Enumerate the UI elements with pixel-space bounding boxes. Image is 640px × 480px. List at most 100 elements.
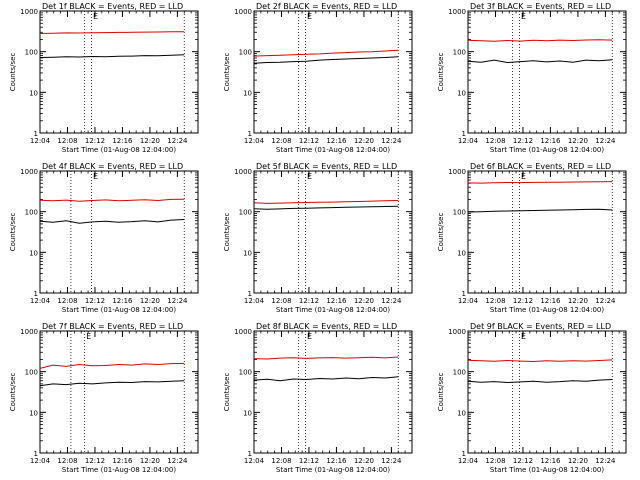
- y-tick-label: 10: [457, 409, 466, 417]
- lld-series-line: [467, 359, 613, 363]
- lld-series-line: [253, 356, 399, 360]
- y-tick-label: 1000: [448, 168, 466, 176]
- y-tick-label: 100: [239, 369, 252, 377]
- x-tick-label: 12:16: [326, 297, 347, 305]
- x-tick-label: 12:04: [30, 137, 51, 145]
- x-tick-label: 12:20: [354, 297, 374, 305]
- x-axis-label: Start Time (01-Aug-08 12:04:00): [490, 306, 604, 314]
- panel-title: Det 2f BLACK = Events, RED = LLD: [256, 2, 397, 11]
- x-tick-label: 12:20: [140, 137, 160, 145]
- x-tick-label: 12:04: [458, 297, 479, 305]
- y-tick-label: 1000: [448, 328, 466, 336]
- plot-frame: [253, 170, 413, 294]
- x-tick-label: 12:16: [112, 297, 133, 305]
- lld-series-line: [467, 181, 613, 184]
- lld-series-line: [39, 31, 185, 34]
- y-tick-label: 1000: [234, 168, 252, 176]
- x-tick-label: 12:04: [244, 137, 265, 145]
- y-tick-label: 10: [29, 89, 38, 97]
- x-tick-label: 12:24: [381, 297, 402, 305]
- detector-panel: Det 7f BLACK = Events, RED = LLD 1 10 100 10…: [9, 322, 199, 474]
- plot-frame: [39, 330, 199, 454]
- x-tick-label: 12:24: [595, 137, 616, 145]
- time-marker-label: E: [307, 172, 312, 181]
- x-tick-label: 12:24: [167, 137, 188, 145]
- detector-panel: Det 5f BLACK = Events, RED = LLD 1 10 100 10…: [223, 162, 413, 314]
- lld-series-line: [39, 362, 185, 369]
- y-tick-label: 100: [25, 49, 38, 57]
- x-tick-label: 12:08: [57, 457, 77, 465]
- x-tick-label: 12:20: [140, 457, 160, 465]
- time-marker-label: E: [521, 172, 526, 181]
- y-axis-label: Counts/sec: [437, 53, 445, 92]
- panel-title: Det 6f BLACK = Events, RED = LLD: [470, 162, 611, 171]
- panel-title: Det 4f BLACK = Events, RED = LLD: [42, 162, 183, 171]
- plot-frame: [39, 10, 199, 134]
- y-tick-label: 100: [453, 49, 466, 57]
- plot-frame: [253, 10, 413, 134]
- panel-title: Det 9f BLACK = Events, RED = LLD: [470, 322, 611, 331]
- y-tick-label: 10: [243, 89, 252, 97]
- x-tick-label: 12:04: [30, 457, 51, 465]
- y-tick-label: 1000: [234, 8, 252, 16]
- y-tick-label: 1000: [448, 8, 466, 16]
- y-tick-label: 1: [248, 130, 252, 138]
- x-tick-label: 12:08: [485, 457, 505, 465]
- y-axis-label: Counts/sec: [9, 53, 17, 92]
- time-marker-label: E: [93, 12, 98, 21]
- y-axis-label: Counts/sec: [9, 213, 17, 252]
- plot-frame: [467, 170, 627, 294]
- events-series-line: [467, 208, 613, 213]
- x-tick-label: 12:20: [354, 137, 374, 145]
- x-tick-label: 12:20: [568, 297, 588, 305]
- detector-panel: Det 2f BLACK = Events, RED = LLD 1 10 100 10…: [223, 2, 413, 154]
- x-tick-label: 12:12: [299, 297, 319, 305]
- x-tick-label: 12:24: [167, 457, 188, 465]
- y-tick-label: 1: [248, 290, 252, 298]
- events-series-line: [253, 56, 399, 64]
- y-axis-label: Counts/sec: [223, 53, 231, 92]
- y-tick-label: 1000: [20, 8, 38, 16]
- y-tick-label: 100: [25, 209, 38, 217]
- time-marker-label: E: [307, 332, 312, 341]
- x-tick-label: 12:16: [540, 297, 561, 305]
- x-tick-label: 12:20: [140, 297, 160, 305]
- events-series-line: [253, 376, 399, 382]
- y-axis-label: Counts/sec: [437, 213, 445, 252]
- x-axis-label: Start Time (01-Aug-08 12:04:00): [62, 306, 176, 314]
- time-marker-label: E: [521, 332, 526, 341]
- x-axis-label: Start Time (01-Aug-08 12:04:00): [276, 146, 390, 154]
- y-tick-label: 1: [248, 450, 252, 458]
- x-tick-label: 12:24: [381, 137, 402, 145]
- lld-series-line: [467, 39, 613, 42]
- y-tick-label: 100: [25, 369, 38, 377]
- events-series-line: [39, 219, 185, 224]
- y-tick-label: 1000: [20, 168, 38, 176]
- y-tick-label: 100: [239, 209, 252, 217]
- panel-title: Det 7f BLACK = Events, RED = LLD: [42, 322, 183, 331]
- x-axis-label: Start Time (01-Aug-08 12:04:00): [276, 306, 390, 314]
- panel-title: Det 1f BLACK = Events, RED = LLD: [42, 2, 183, 11]
- x-tick-label: 12:08: [57, 137, 77, 145]
- x-axis-label: Start Time (01-Aug-08 12:04:00): [62, 146, 176, 154]
- x-tick-label: 12:20: [568, 137, 588, 145]
- x-tick-label: 12:12: [299, 137, 319, 145]
- y-tick-label: 10: [29, 249, 38, 257]
- detector-panel: Det 4f BLACK = Events, RED = LLD 1 10 100 10…: [9, 162, 199, 314]
- y-axis-label: Counts/sec: [223, 213, 231, 252]
- detector-panel: Det 9f BLACK = Events, RED = LLD 1 10 100 10…: [437, 322, 627, 474]
- y-tick-label: 1: [462, 290, 466, 298]
- y-axis-label: Counts/sec: [9, 373, 17, 412]
- x-tick-label: 12:04: [458, 137, 479, 145]
- y-tick-label: 10: [29, 409, 38, 417]
- x-tick-label: 12:04: [244, 457, 265, 465]
- events-series-line: [39, 380, 185, 387]
- y-tick-label: 100: [453, 369, 466, 377]
- x-tick-label: 12:12: [513, 297, 533, 305]
- time-marker-label: E: [307, 12, 312, 21]
- x-tick-label: 12:12: [513, 137, 533, 145]
- x-axis-label: Start Time (01-Aug-08 12:04:00): [276, 466, 390, 474]
- x-tick-label: 12:08: [271, 137, 291, 145]
- x-axis-label: Start Time (01-Aug-08 12:04:00): [490, 146, 604, 154]
- events-series-line: [39, 54, 185, 58]
